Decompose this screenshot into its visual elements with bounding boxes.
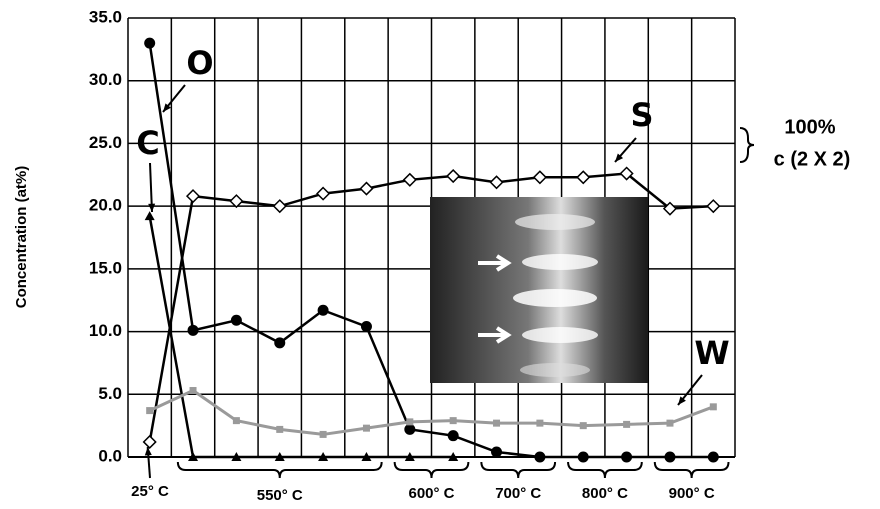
point <box>316 186 331 201</box>
point <box>406 418 414 426</box>
group-label: 550° C <box>257 487 303 504</box>
group-label: 600° C <box>408 485 454 502</box>
group-label: 700° C <box>495 485 541 502</box>
point <box>144 37 156 49</box>
point <box>489 175 504 190</box>
point <box>146 407 154 415</box>
series-line <box>148 215 454 459</box>
series-label: O <box>186 44 213 82</box>
point <box>446 168 461 184</box>
point <box>706 199 721 214</box>
y-tick-label: 5.0 <box>98 384 122 403</box>
point <box>274 452 285 461</box>
y-tick-label: 30.0 <box>89 70 122 89</box>
point <box>707 451 719 463</box>
point <box>579 422 587 430</box>
point <box>491 446 503 458</box>
point <box>185 189 201 204</box>
brace <box>567 461 643 479</box>
arrow-head <box>163 103 171 112</box>
brace <box>653 461 730 479</box>
point <box>662 201 678 216</box>
point <box>709 403 717 411</box>
group-label: 25° C <box>131 483 169 500</box>
series-line <box>148 172 714 443</box>
point <box>319 430 327 438</box>
point <box>532 170 547 185</box>
point <box>318 452 329 461</box>
series-label: S <box>630 96 653 134</box>
arrow-head <box>148 203 156 212</box>
point <box>188 452 199 461</box>
annotation: 100% <box>784 116 835 138</box>
arrow-head <box>144 447 152 456</box>
point <box>404 423 416 435</box>
brace <box>393 461 470 479</box>
group-label: 900° C <box>669 485 715 502</box>
point <box>231 452 242 461</box>
point <box>360 321 372 333</box>
point <box>449 417 457 425</box>
point <box>621 451 633 463</box>
series-label: C <box>136 124 159 162</box>
point <box>144 211 155 221</box>
y-tick-label: 25.0 <box>89 133 122 152</box>
point <box>142 434 157 450</box>
y-tick-label: 0.0 <box>98 446 122 465</box>
point <box>402 172 417 187</box>
point <box>232 417 240 425</box>
point <box>448 452 459 461</box>
point <box>276 425 284 433</box>
point <box>666 419 674 427</box>
point <box>274 337 286 349</box>
y-axis-label: Concentration (at%) <box>13 166 30 309</box>
point <box>577 451 589 463</box>
annotation: c (2 X 2) <box>774 148 851 170</box>
point <box>493 419 501 427</box>
brace <box>176 461 383 479</box>
y-tick-label: 10.0 <box>89 321 122 340</box>
point <box>447 430 459 442</box>
y-tick-label: 35.0 <box>89 7 122 26</box>
y-tick-label: 20.0 <box>89 196 122 215</box>
series-line <box>148 42 714 459</box>
point <box>664 451 676 463</box>
series-label: W <box>694 334 729 372</box>
point <box>272 199 287 214</box>
point <box>536 419 544 427</box>
point <box>576 170 591 185</box>
point <box>619 166 634 181</box>
arrow-head <box>615 153 624 162</box>
point <box>534 451 546 463</box>
group-label: 800° C <box>582 485 628 502</box>
point <box>361 452 372 461</box>
y-tick-label: 15.0 <box>89 258 122 277</box>
point <box>187 324 199 336</box>
series-line <box>149 388 714 436</box>
arrow-head <box>678 396 686 405</box>
inset-image <box>430 197 648 383</box>
brace <box>739 127 755 163</box>
point <box>623 420 631 428</box>
point <box>404 452 415 461</box>
point <box>189 387 197 395</box>
point <box>230 314 242 326</box>
point <box>317 304 329 316</box>
point <box>362 424 370 432</box>
brace <box>480 461 557 479</box>
point <box>229 194 244 209</box>
point <box>359 181 374 196</box>
